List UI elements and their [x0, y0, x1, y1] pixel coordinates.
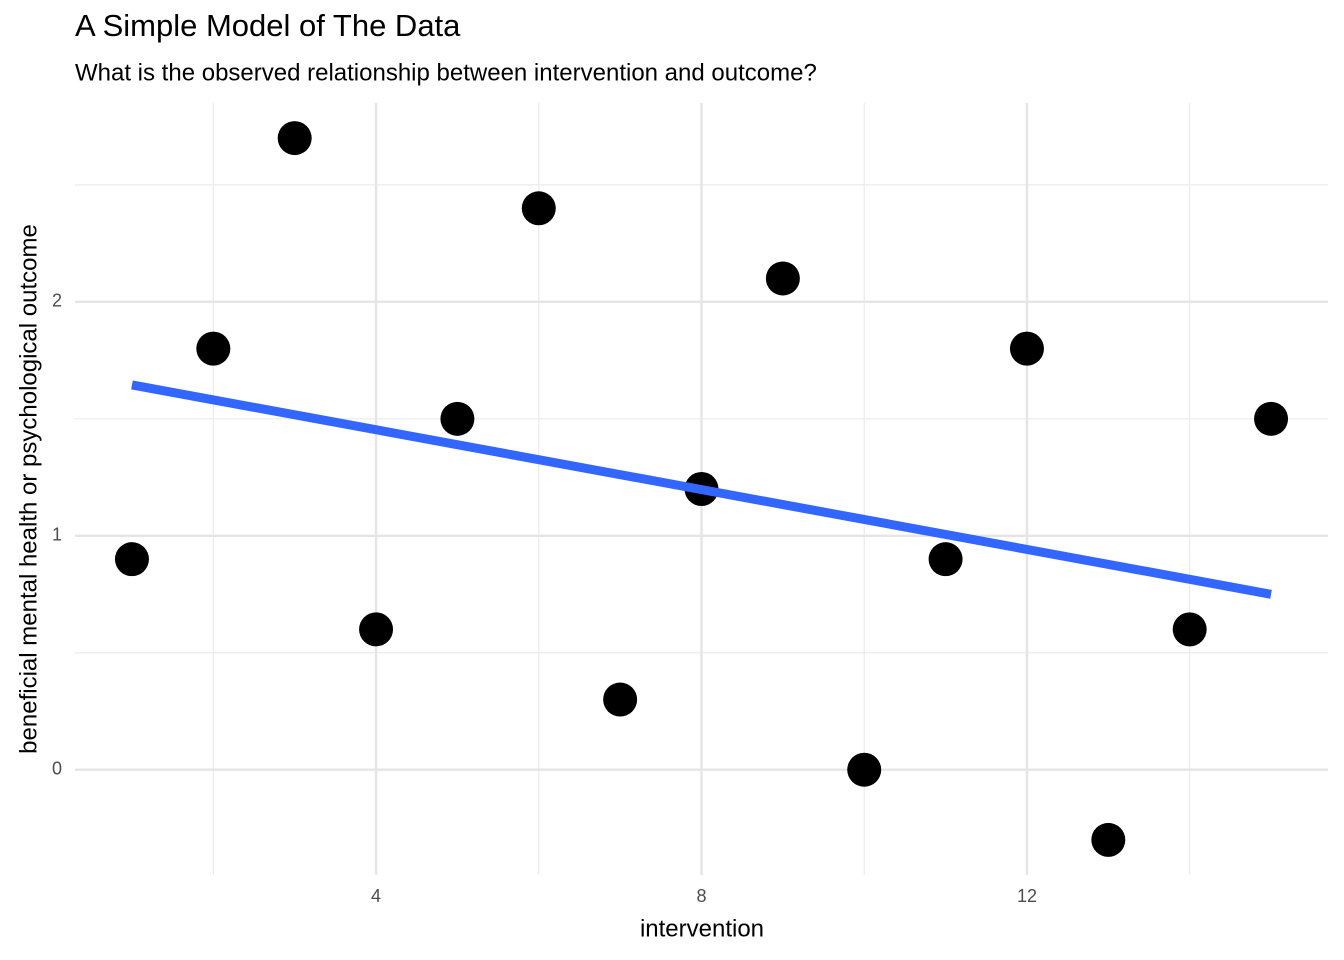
x-tick-label: 4 [371, 886, 381, 906]
y-tick-label: 2 [52, 291, 62, 311]
point [521, 191, 556, 226]
point [114, 542, 149, 577]
y-axis-title: beneficial mental health or psychologica… [15, 224, 42, 754]
point [359, 612, 394, 647]
point [277, 121, 312, 156]
y-tick-label: 1 [52, 525, 62, 545]
point [603, 682, 638, 717]
point [1009, 331, 1044, 366]
point [1172, 612, 1207, 647]
point [1254, 401, 1289, 436]
y-tick-label: 0 [52, 758, 62, 778]
chart-title: A Simple Model of The Data [75, 8, 461, 43]
point [440, 401, 475, 436]
point [196, 331, 231, 366]
x-axis-title: intervention [640, 915, 764, 942]
trend-line [131, 380, 1272, 599]
point [1091, 822, 1126, 857]
point [765, 261, 800, 296]
x-tick-label: 12 [1017, 886, 1037, 906]
point [847, 752, 882, 787]
chart-subtitle: What is the observed relationship betwee… [75, 59, 817, 86]
point [928, 542, 963, 577]
x-tick-label: 8 [696, 886, 706, 906]
